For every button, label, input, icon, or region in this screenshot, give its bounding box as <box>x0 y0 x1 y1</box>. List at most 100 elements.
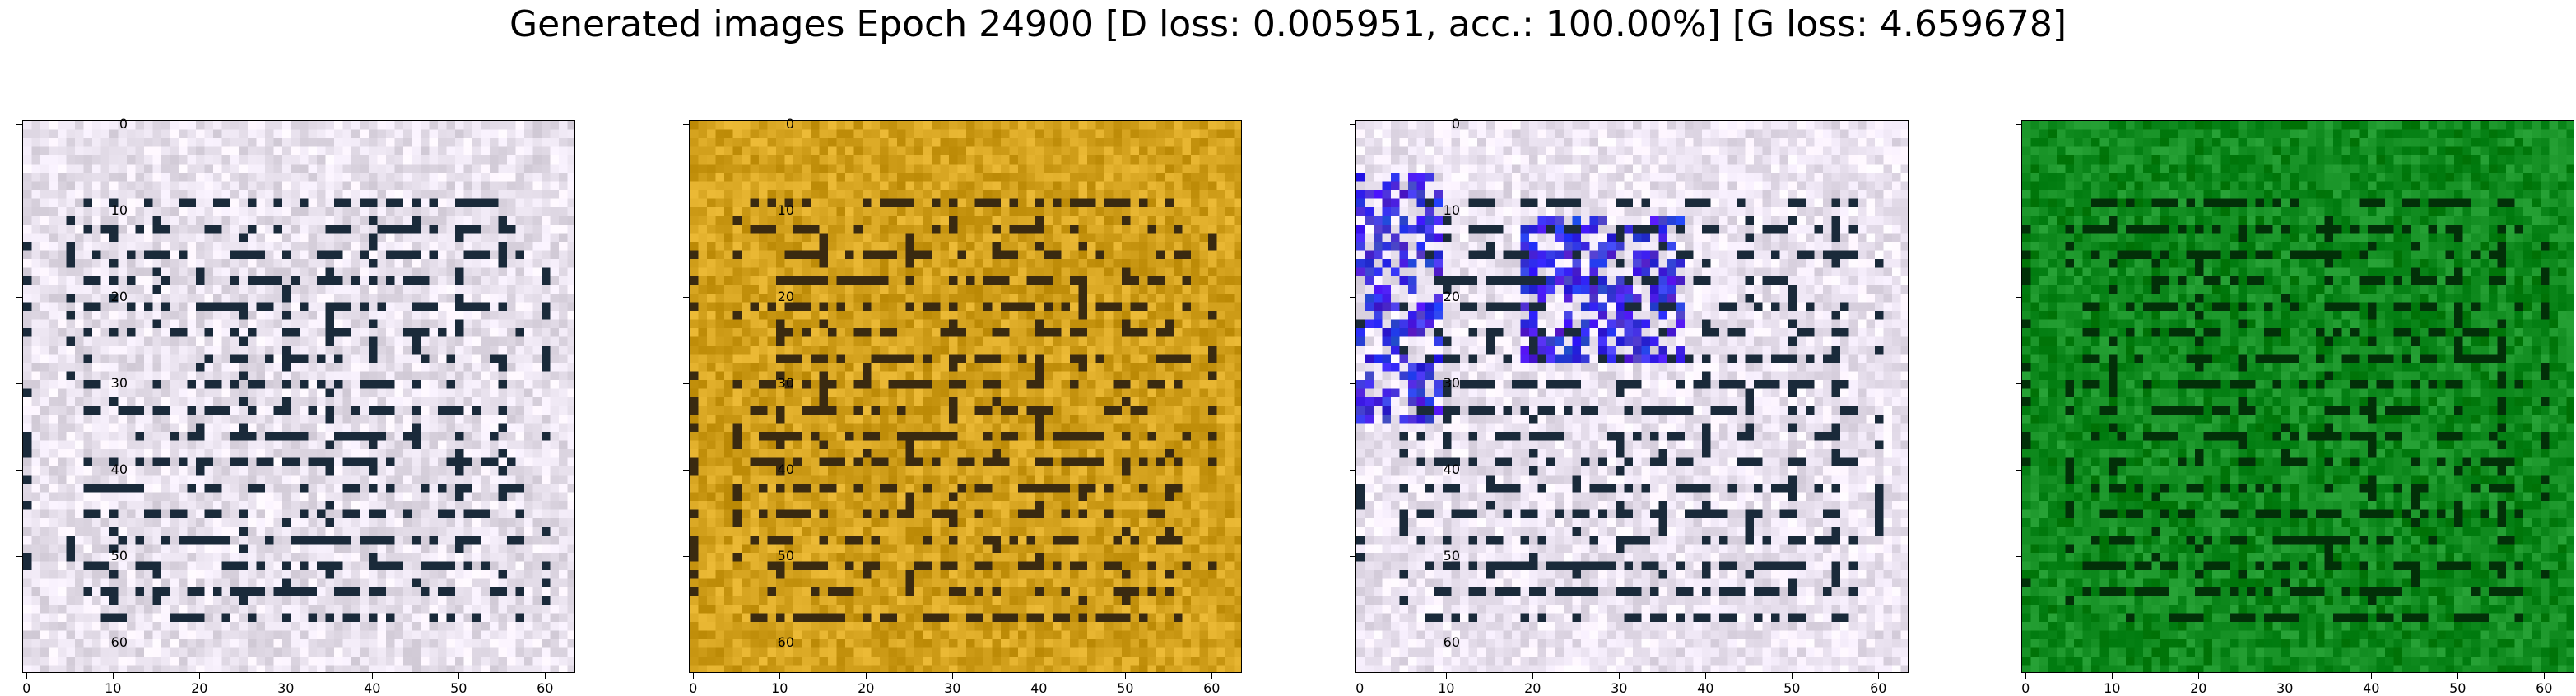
x-tick-label: 50 <box>450 680 467 696</box>
x-tick-label: 50 <box>1117 680 1134 696</box>
x-tick-label: 50 <box>2449 680 2467 696</box>
y-tick <box>2016 297 2021 299</box>
y-tick-label: 0 <box>785 116 794 132</box>
x-tick-label: 60 <box>1203 680 1221 696</box>
y-tick-label: 30 <box>777 375 794 392</box>
y-tick <box>1350 556 1355 558</box>
x-tick-label: 40 <box>1030 680 1048 696</box>
x-tick-label: 0 <box>689 680 698 696</box>
x-tick-label: 60 <box>2536 680 2553 696</box>
x-tick-label: 20 <box>191 680 208 696</box>
x-tick-label: 50 <box>1783 680 1801 696</box>
x-tick <box>199 673 201 679</box>
x-tick <box>2112 673 2113 679</box>
x-tick <box>1705 673 1707 679</box>
x-tick-label: 60 <box>1870 680 1887 696</box>
x-tick <box>458 673 460 679</box>
y-tick-label: 10 <box>777 202 794 219</box>
x-tick <box>2025 673 2027 679</box>
x-tick <box>866 673 867 679</box>
y-tick-label: 60 <box>1443 634 1460 651</box>
y-tick-label: 0 <box>1451 116 1460 132</box>
y-tick <box>683 383 689 385</box>
x-tick-label: 10 <box>2104 680 2121 696</box>
y-tick-label: 50 <box>1443 548 1460 564</box>
y-tick <box>16 556 22 558</box>
y-tick-label: 40 <box>1443 462 1460 478</box>
y-tick-label: 30 <box>1443 375 1460 392</box>
x-tick-label: 40 <box>1697 680 1714 696</box>
image-area <box>1355 120 1909 673</box>
y-tick-label: 50 <box>777 548 794 564</box>
x-tick-label: 20 <box>1524 680 1541 696</box>
image-area <box>2021 120 2574 673</box>
y-tick-label: 60 <box>110 634 128 651</box>
y-tick-label: 0 <box>119 116 128 132</box>
x-tick <box>2198 673 2200 679</box>
y-tick-label: 30 <box>110 375 128 392</box>
x-tick-label: 40 <box>364 680 381 696</box>
y-tick-label: 20 <box>110 289 128 305</box>
y-tick-label: 60 <box>777 634 794 651</box>
x-tick <box>1125 673 1127 679</box>
y-tick <box>683 556 689 558</box>
y-tick <box>2016 470 2021 471</box>
x-tick <box>1792 673 1793 679</box>
y-tick <box>683 124 689 126</box>
x-tick-label: 10 <box>771 680 788 696</box>
y-tick <box>1350 383 1355 385</box>
x-tick-label: 0 <box>1355 680 1365 696</box>
y-tick <box>683 297 689 299</box>
y-tick <box>2016 383 2021 385</box>
generated-image <box>2022 121 2574 672</box>
y-tick <box>683 470 689 471</box>
y-tick <box>1350 470 1355 471</box>
x-tick-label: 0 <box>2021 680 2030 696</box>
x-tick <box>2371 673 2373 679</box>
x-tick-label: 10 <box>105 680 122 696</box>
x-tick-label: 30 <box>277 680 295 696</box>
y-tick <box>2016 556 2021 558</box>
image-area <box>22 120 575 673</box>
generated-image <box>23 121 574 672</box>
x-tick-label: 60 <box>537 680 554 696</box>
x-tick-label: 40 <box>2363 680 2380 696</box>
y-tick-label: 10 <box>110 202 128 219</box>
x-tick-label: 30 <box>1611 680 1628 696</box>
y-tick-label: 40 <box>777 462 794 478</box>
y-tick <box>16 297 22 299</box>
x-tick-label: 30 <box>2276 680 2294 696</box>
x-tick-label: 20 <box>858 680 875 696</box>
y-tick <box>2016 124 2021 126</box>
x-tick-label: 10 <box>1438 680 1455 696</box>
generated-image <box>690 121 1241 672</box>
x-tick <box>1878 673 1880 679</box>
x-tick <box>2544 673 2546 679</box>
x-tick <box>1211 673 1213 679</box>
x-tick <box>779 673 781 679</box>
x-tick <box>26 673 28 679</box>
x-tick <box>1446 673 1448 679</box>
x-tick <box>1532 673 1534 679</box>
y-tick-label: 20 <box>1443 289 1460 305</box>
y-tick-label: 50 <box>110 548 128 564</box>
figure-title: Generated images Epoch 24900 [D loss: 0.… <box>509 3 2067 45</box>
x-tick <box>952 673 954 679</box>
x-tick <box>2457 673 2459 679</box>
y-tick-label: 40 <box>110 462 128 478</box>
y-tick-label: 10 <box>1443 202 1460 219</box>
y-tick <box>1350 297 1355 299</box>
y-tick <box>16 383 22 385</box>
x-tick <box>545 673 546 679</box>
x-tick-label: 0 <box>22 680 31 696</box>
x-tick <box>693 673 695 679</box>
y-tick <box>1350 124 1355 126</box>
x-tick-label: 30 <box>944 680 961 696</box>
image-area <box>689 120 1242 673</box>
y-tick <box>16 470 22 471</box>
x-tick-label: 20 <box>2190 680 2207 696</box>
generated-image <box>1356 121 1908 672</box>
x-tick <box>1619 673 1620 679</box>
y-tick-label: 20 <box>777 289 794 305</box>
x-tick <box>372 673 374 679</box>
